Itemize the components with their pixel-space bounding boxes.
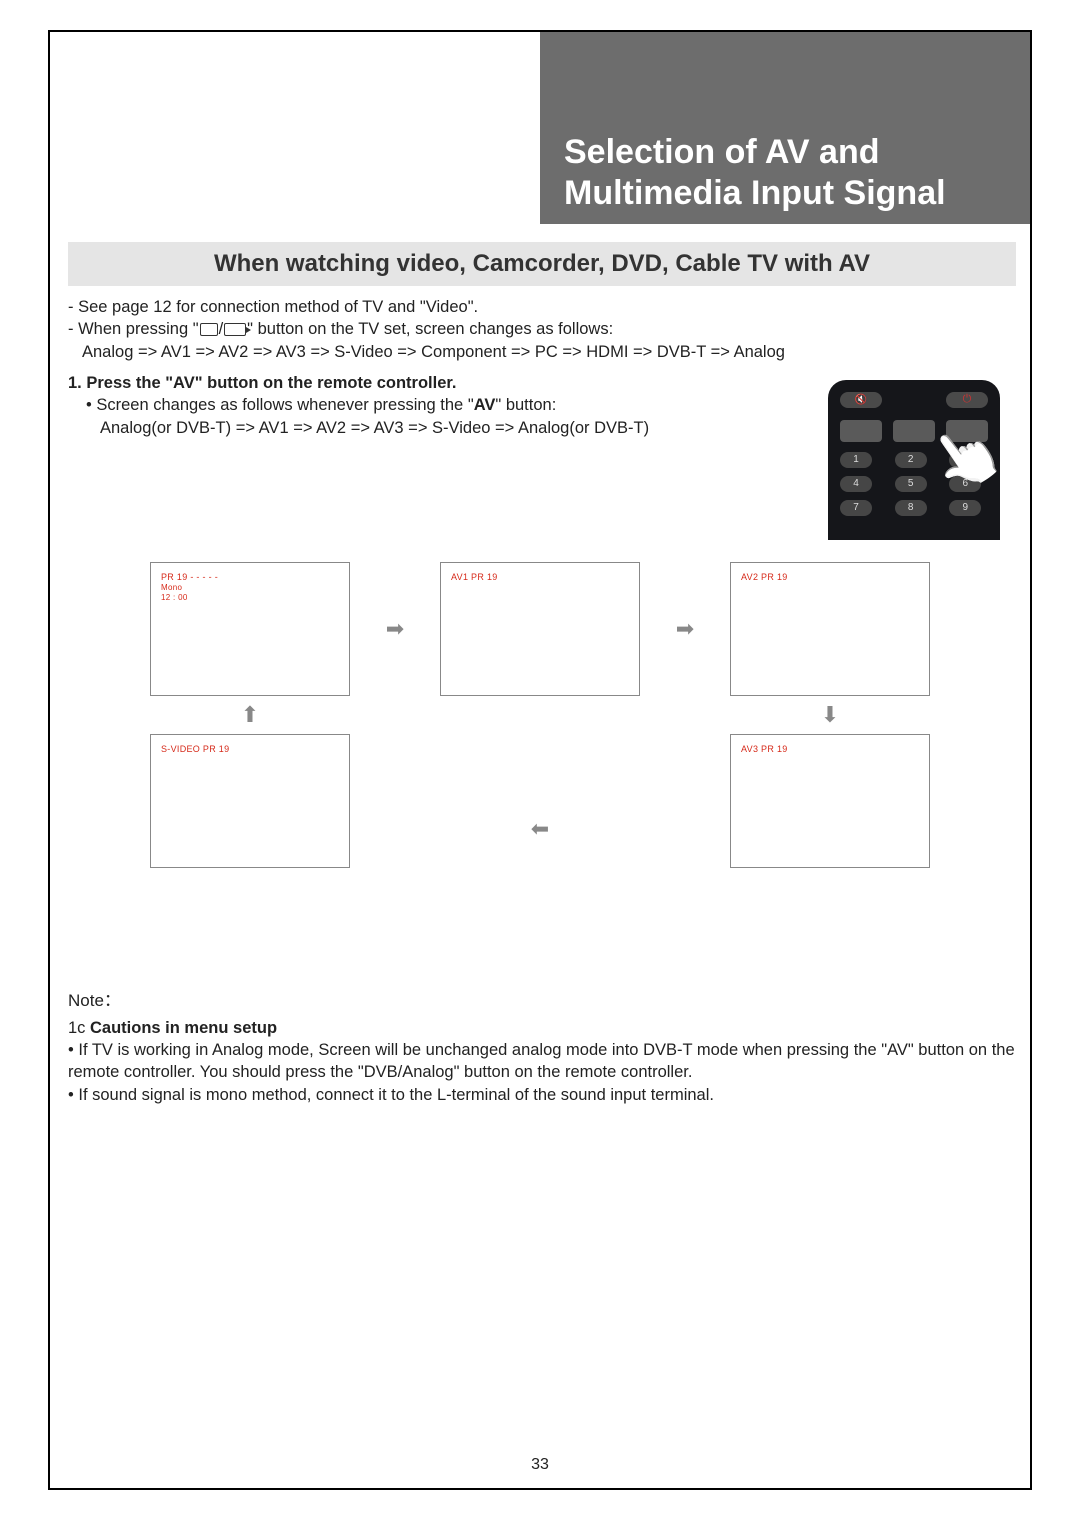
remote-mid-row <box>840 420 988 442</box>
remote-top-row <box>840 392 988 408</box>
remote-key-9: 9 <box>949 500 981 516</box>
remote-rect-button <box>946 420 988 442</box>
step-1-bullet-bold: AV <box>474 396 496 414</box>
intro-line-2-post: " button on the TV set, screen changes a… <box>247 320 613 338</box>
arrow-up <box>150 702 350 728</box>
note-bullet-2: • If sound signal is mono method, connec… <box>68 1084 1016 1106</box>
input-button-icon <box>224 323 246 336</box>
screen-analog: PR 19 - - - - - Mono 12 : 00 <box>150 562 350 696</box>
arrow-right-icon <box>386 623 404 640</box>
remote-number-grid: 1 2 3 4 5 6 7 8 9 <box>840 452 988 516</box>
arrow-left-icon <box>531 823 549 840</box>
remote-rect-button <box>893 420 935 442</box>
remote-rect-button <box>840 420 882 442</box>
page-title: Selection of AV and Multimedia Input Sig… <box>564 133 946 212</box>
screen-av1: AV1 PR 19 <box>440 562 640 696</box>
diagram-row-top: PR 19 - - - - - Mono 12 : 00 AV1 PR 19 A… <box>150 562 950 696</box>
arrow-right-1 <box>350 616 440 642</box>
remote-key-8: 8 <box>895 500 927 516</box>
page-title-block: Selection of AV and Multimedia Input Sig… <box>540 32 1030 224</box>
intro-line-3: Analog => AV1 => AV2 => AV3 => S-Video =… <box>82 341 1016 363</box>
section-heading-bar: When watching video, Camcorder, DVD, Cab… <box>68 242 1016 286</box>
remote-key-6: 6 <box>949 476 981 492</box>
power-button-icon <box>946 392 988 408</box>
screen-svideo: S-VIDEO PR 19 <box>150 734 350 868</box>
cautions-bold: Cautions in menu setup <box>90 1019 277 1037</box>
section-heading: When watching video, Camcorder, DVD, Cab… <box>214 250 870 277</box>
step-1-sequence: Analog(or DVB-T) => AV1 => AV2 => AV3 =>… <box>100 417 768 439</box>
diagram-row-varrows <box>150 702 950 728</box>
step-1: 1. Press the "AV" button on the remote c… <box>68 372 768 439</box>
osd-analog-l2: Mono <box>161 583 218 593</box>
remote-key-7: 7 <box>840 500 872 516</box>
intro-text: - See page 12 for connection method of T… <box>68 296 1016 363</box>
page-number: 33 <box>50 1456 1030 1474</box>
arrow-down <box>730 702 930 728</box>
cautions-prefix: 1c <box>68 1019 90 1037</box>
osd-av3: AV3 PR 19 <box>741 744 788 755</box>
arrow-down-icon <box>821 702 839 727</box>
remote-key-5: 5 <box>895 476 927 492</box>
remote-illustration: 1 2 3 4 5 6 7 8 9 <box>828 380 1000 540</box>
osd-analog-l1: PR 19 - - - - - <box>161 572 218 583</box>
tv-button-icon <box>200 323 218 336</box>
cautions-heading: 1c Cautions in menu setup <box>68 1017 1016 1039</box>
screen-av2: AV2 PR 19 <box>730 562 930 696</box>
screen-av3: AV3 PR 19 <box>730 734 930 868</box>
osd-av2: AV2 PR 19 <box>741 572 788 583</box>
remote-key-2: 2 <box>895 452 927 468</box>
osd-analog-l3: 12 : 00 <box>161 593 218 603</box>
intro-line-2-pre: - When pressing " <box>68 320 199 338</box>
osd-analog: PR 19 - - - - - Mono 12 : 00 <box>161 572 218 603</box>
step-1-bullet: • Screen changes as follows whenever pre… <box>86 394 768 416</box>
step-1-heading: 1. Press the "AV" button on the remote c… <box>68 372 768 394</box>
diagram-row-bottom: S-VIDEO PR 19 AV3 PR 19 <box>150 734 950 868</box>
step-1-bullet-post: " button: <box>495 396 556 414</box>
manual-page: Selection of AV and Multimedia Input Sig… <box>48 30 1032 1490</box>
arrow-right-2 <box>640 616 730 642</box>
mute-button-icon <box>840 392 882 408</box>
remote-key-4: 4 <box>840 476 872 492</box>
remote-key-1: 1 <box>840 452 872 468</box>
screen-cycle-diagram: PR 19 - - - - - Mono 12 : 00 AV1 PR 19 A… <box>150 562 950 868</box>
intro-line-1: - See page 12 for connection method of T… <box>68 296 1016 318</box>
arrow-left-wrap <box>440 761 640 842</box>
step-1-bullet-pre: • Screen changes as follows whenever pre… <box>86 396 474 414</box>
intro-line-2: - When pressing "/" button on the TV set… <box>68 318 1016 340</box>
note-block: Note： 1c Cautions in menu setup • If TV … <box>68 990 1016 1106</box>
remote-key-3: 3 <box>949 452 981 468</box>
note-bullet-1: • If TV is working in Analog mode, Scree… <box>68 1039 1016 1084</box>
osd-svideo: S-VIDEO PR 19 <box>161 744 229 755</box>
osd-av1: AV1 PR 19 <box>451 572 498 583</box>
note-label: Note： <box>68 990 1016 1013</box>
arrow-up-icon <box>241 702 259 727</box>
arrow-right-icon <box>676 623 694 640</box>
